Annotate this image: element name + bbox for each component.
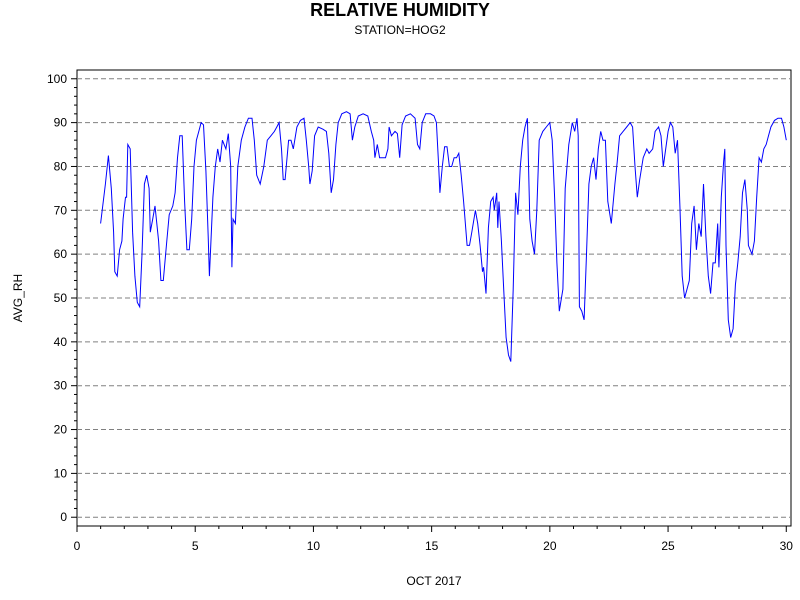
y-axis: 0 10 20 30 40 50 60 70 80 90 100: [47, 72, 77, 524]
y-tick-label: 10: [54, 466, 68, 480]
y-tick-label: 20: [54, 423, 68, 437]
chart-subtitle: STATION=HOG2: [354, 23, 446, 37]
y-tick-label: 0: [60, 510, 67, 524]
grid-lines: [77, 78, 791, 518]
x-tick-label: 20: [543, 539, 557, 553]
x-axis: 0 5 10 15 20 25 30: [74, 526, 794, 553]
y-tick-label: 30: [54, 379, 68, 393]
series-line: [100, 111, 787, 362]
y-tick-label: 70: [54, 203, 68, 217]
y-tick-label: 60: [54, 247, 68, 261]
x-tick-label: 0: [74, 539, 81, 553]
x-tick-label: 30: [780, 539, 794, 553]
x-tick-label: 15: [425, 539, 439, 553]
y-tick-label: 100: [47, 72, 67, 86]
x-tick-label: 10: [307, 539, 321, 553]
x-tick-label: 25: [661, 539, 675, 553]
y-tick-label: 50: [54, 291, 68, 305]
chart-title: RELATIVE HUMIDITY: [310, 0, 490, 20]
y-tick-label: 40: [54, 335, 68, 349]
y-tick-label: 80: [54, 159, 68, 173]
x-axis-label: OCT 2017: [406, 574, 461, 588]
x-tick-label: 5: [192, 539, 199, 553]
y-tick-label: 90: [54, 116, 68, 130]
y-axis-label: AVG_RH: [11, 274, 25, 322]
